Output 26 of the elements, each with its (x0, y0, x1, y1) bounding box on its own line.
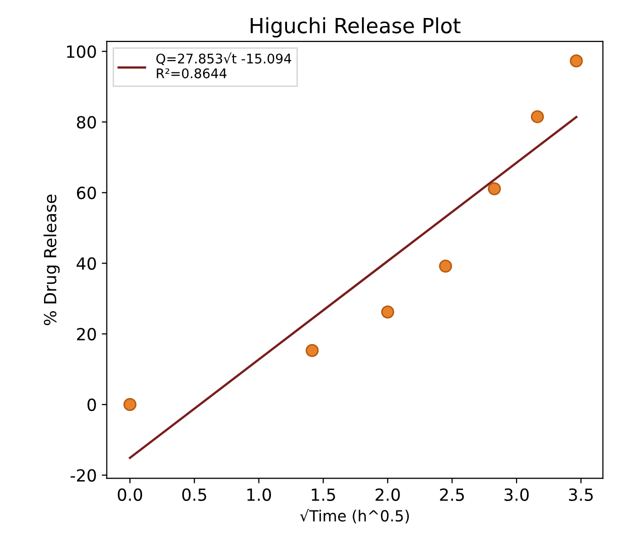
x-tick-label: 1.0 (247, 488, 271, 501)
y-tick-label: 100 (67, 45, 96, 58)
point (570, 54, 583, 68)
y-tick-label: -20 (70, 469, 96, 482)
point (439, 260, 452, 273)
point (123, 398, 136, 412)
y-tick-label: 80 (76, 116, 96, 129)
y-axis-title: % Drug Release (44, 194, 60, 326)
x-tick-label: 1.5 (312, 488, 336, 501)
x-tick-label: 2.0 (376, 488, 400, 501)
legend-label: Q=27.853√t -15.094 R²=0.8644 (156, 52, 292, 78)
y-tick-label: 20 (77, 328, 96, 340)
y-tick-label: 60 (76, 186, 96, 200)
point (381, 306, 394, 319)
x-tick-label: 2.5 (440, 488, 464, 501)
x-tick-label: 0.5 (182, 488, 206, 501)
chart-title: Higuchi Release Plot (250, 17, 460, 38)
point (306, 344, 319, 357)
point (488, 182, 501, 196)
x-axis-title: √Time (h^0.5) (300, 508, 409, 524)
y-tick-label: 0 (88, 398, 96, 412)
x-tick-label: 3.0 (504, 488, 529, 501)
x-tick-label: 3.5 (568, 488, 593, 501)
y-tick-label: 40 (76, 257, 96, 270)
point (530, 110, 544, 124)
x-tick-label: 0.0 (118, 488, 142, 501)
